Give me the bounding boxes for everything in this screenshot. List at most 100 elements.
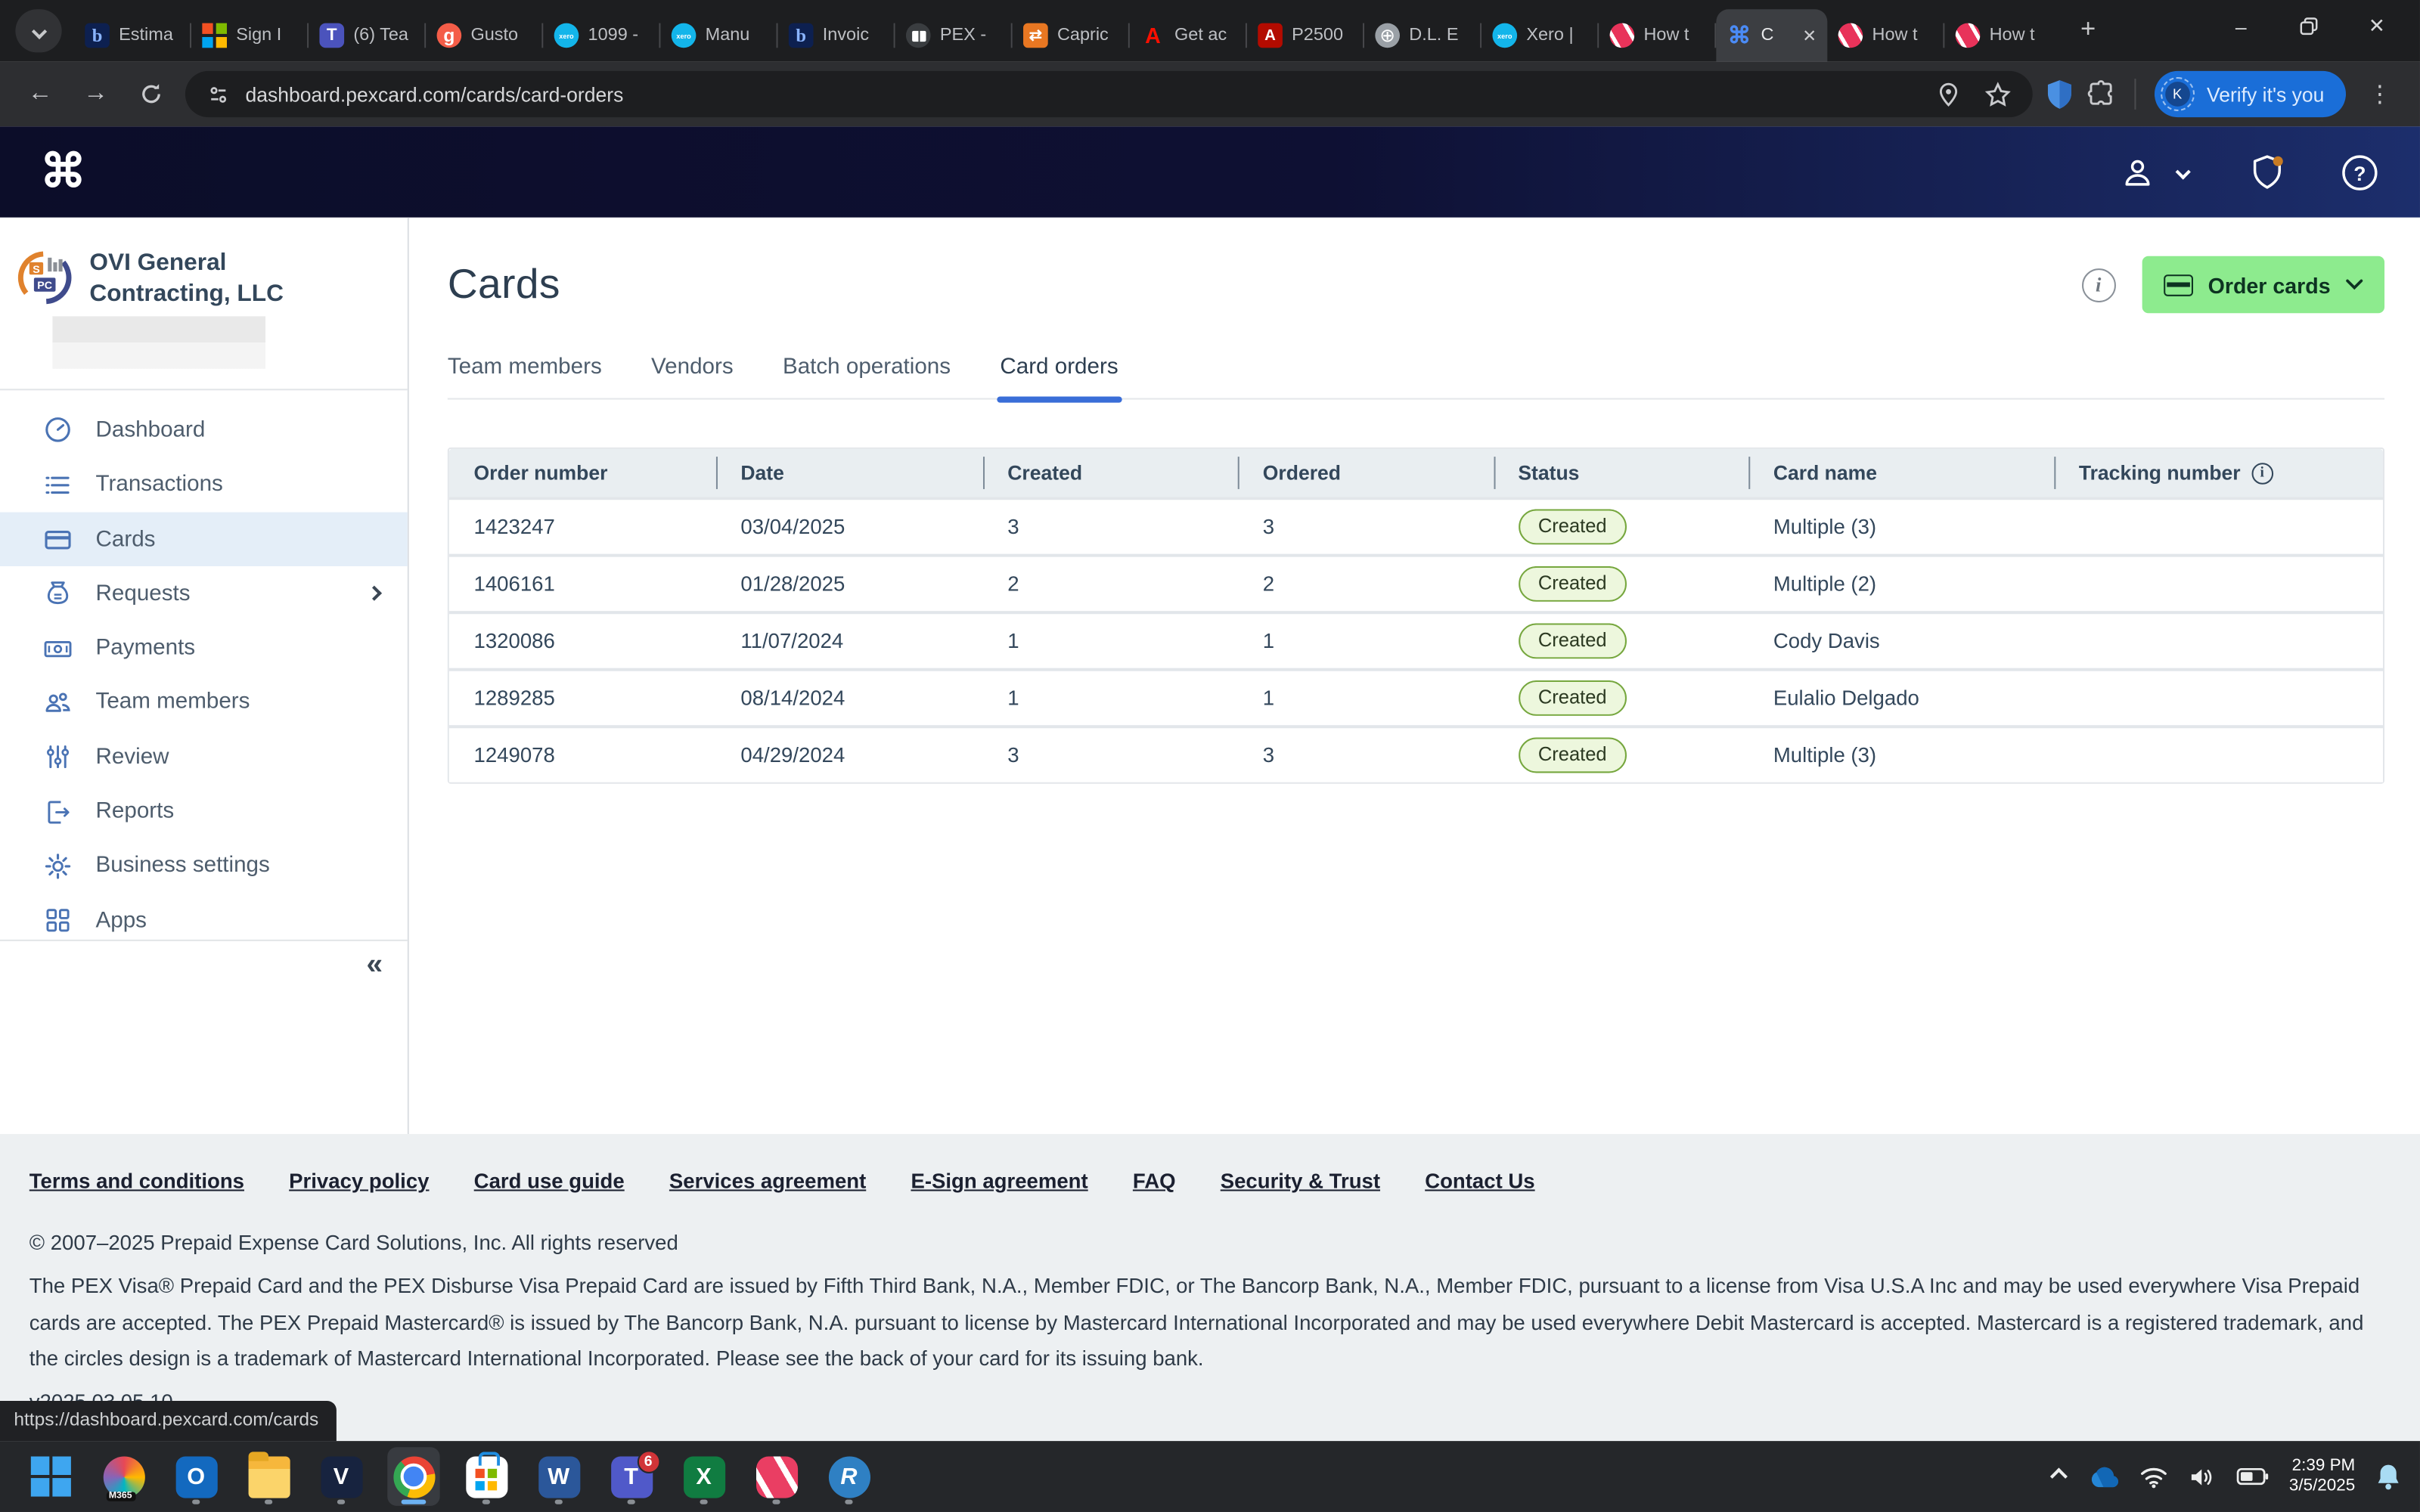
new-tab-button[interactable]: + (2068, 9, 2108, 49)
bookmark-star-icon[interactable] (1984, 81, 2011, 107)
battery-icon[interactable] (2236, 1467, 2269, 1486)
browser-tab[interactable]: Capric (1013, 9, 1130, 61)
excel-icon: X (683, 1455, 724, 1497)
table-row[interactable]: 1289285 08/14/2024 1 1 Created Eulalio D… (449, 668, 2383, 726)
browser-tab[interactable]: 1099 - (543, 9, 660, 61)
window-minimize-button[interactable]: – (2207, 0, 2275, 52)
help-button[interactable]: ? (2340, 152, 2380, 192)
taskbar-bluebeam-revu[interactable]: R (823, 1447, 875, 1506)
link-privacy[interactable]: Privacy policy (289, 1170, 429, 1193)
taskbar-excel[interactable]: X (678, 1447, 730, 1506)
chevron-right-icon (367, 586, 382, 601)
taskbar-buildertrend[interactable] (750, 1447, 802, 1506)
browser-tab[interactable]: Invoic (778, 9, 895, 61)
security-shield-button[interactable] (2247, 152, 2287, 192)
sidebar-item-team-members[interactable]: Team members (0, 675, 408, 730)
site-settings-icon[interactable] (206, 82, 230, 106)
address-bar[interactable]: dashboard.pexcard.com/cards/card-orders (185, 71, 2032, 117)
sidebar-item-review[interactable]: Review (0, 730, 408, 784)
browser-tab[interactable]: How t (1599, 9, 1716, 61)
status-badge: Created (1518, 680, 1627, 716)
sidebar-item-reports[interactable]: Reports (0, 784, 408, 838)
tray-expand-button[interactable] (2053, 1470, 2065, 1483)
sidebar-item-payments[interactable]: Payments (0, 621, 408, 675)
browser-tab[interactable]: Gusto (426, 9, 543, 61)
browser-tab[interactable]: How t (1827, 9, 1944, 61)
notification-bell-icon[interactable] (2375, 1463, 2402, 1491)
tab-team-members[interactable]: Team members (448, 355, 602, 380)
pex-logo-icon[interactable]: ⌘ (40, 149, 86, 195)
window-close-button[interactable]: ✕ (2343, 0, 2411, 52)
sidebar-collapse-button[interactable]: « (367, 949, 383, 983)
tab-vendors[interactable]: Vendors (651, 355, 734, 380)
tab-search-button[interactable] (15, 9, 61, 52)
banknote-icon (43, 634, 73, 663)
link-services-agreement[interactable]: Services agreement (669, 1170, 866, 1193)
window-restore-button[interactable] (2275, 0, 2343, 52)
taskbar-microsoft-store[interactable] (460, 1447, 512, 1506)
app-header: ⌘ ? (0, 126, 2420, 217)
tab-card-orders[interactable]: Card orders (1000, 355, 1118, 380)
browser-tab[interactable]: Xero | (1481, 9, 1599, 61)
chevron-down-icon (2176, 164, 2191, 179)
taskbar-copilot-m365[interactable]: M365 (98, 1447, 150, 1506)
sidebar-item-transactions[interactable]: Transactions (0, 457, 408, 512)
browser-tab[interactable]: (6) Tea (309, 9, 426, 61)
browser-tab[interactable]: Manu (660, 9, 777, 61)
tab-close-icon[interactable]: ✕ (1802, 26, 1817, 46)
extensions-puzzle-icon[interactable] (2086, 79, 2116, 109)
url-text: dashboard.pexcard.com/cards/card-orders (245, 82, 623, 106)
browser-tab[interactable]: Sign I (191, 9, 309, 61)
browser-tab[interactable]: Get ac (1130, 9, 1247, 61)
info-icon[interactable]: i (2251, 462, 2273, 484)
browser-tab-active[interactable]: C✕ (1716, 9, 1827, 61)
location-pin-icon[interactable] (1937, 81, 1960, 107)
link-card-use-guide[interactable]: Card use guide (474, 1170, 625, 1193)
taskbar-file-explorer[interactable] (242, 1447, 294, 1506)
taskbar-teams[interactable]: T6 (605, 1447, 657, 1506)
clock[interactable]: 2:39 PM 3/5/2025 (2289, 1455, 2355, 1497)
sidebar-item-dashboard[interactable]: Dashboard (0, 403, 408, 457)
tray-date: 3/5/2025 (2289, 1476, 2355, 1498)
order-cards-button[interactable]: Order cards (2142, 256, 2384, 314)
forward-button[interactable]: → (74, 73, 117, 116)
start-button[interactable] (25, 1447, 77, 1506)
sidebar-item-cards[interactable]: Cards (0, 512, 408, 566)
svg-text:?: ? (2353, 162, 2366, 184)
onedrive-icon[interactable] (2085, 1465, 2119, 1489)
taskbar-outlook[interactable]: O (169, 1447, 222, 1506)
teams-icon: T6 (610, 1455, 652, 1497)
browser-tab[interactable]: PEX - (895, 9, 1013, 61)
adblock-shield-icon[interactable] (2045, 78, 2074, 110)
info-icon[interactable]: i (2081, 268, 2115, 302)
wifi-icon[interactable] (2139, 1465, 2169, 1489)
table-row[interactable]: 1249078 04/29/2024 3 3 Created Multiple … (449, 725, 2383, 782)
link-security-trust[interactable]: Security & Trust (1221, 1170, 1380, 1193)
restore-icon (2300, 17, 2318, 35)
taskbar-chrome[interactable] (387, 1447, 439, 1506)
sidebar-item-business-settings[interactable]: Business settings (0, 838, 408, 893)
link-esign-agreement[interactable]: E-Sign agreement (911, 1170, 1087, 1193)
browser-tab[interactable]: P2500 (1247, 9, 1364, 61)
pex-grid-favicon (1727, 23, 1752, 48)
table-row[interactable]: 1406161 01/28/2025 2 2 Created Multiple … (449, 554, 2383, 612)
link-contact-us[interactable]: Contact Us (1425, 1170, 1534, 1193)
browser-tab[interactable]: How t (1944, 9, 2062, 61)
table-row[interactable]: 1320086 11/07/2024 1 1 Created Cody Davi… (449, 611, 2383, 668)
link-faq[interactable]: FAQ (1133, 1170, 1176, 1193)
account-menu-button[interactable] (2119, 153, 2189, 191)
back-button[interactable]: ← (18, 73, 61, 116)
verify-profile-button[interactable]: K Verify it's you (2155, 71, 2346, 117)
browser-tab[interactable]: D.L. E (1364, 9, 1481, 61)
tab-batch-operations[interactable]: Batch operations (783, 355, 951, 380)
browser-tab[interactable]: Estima (74, 9, 191, 61)
link-terms[interactable]: Terms and conditions (29, 1170, 244, 1193)
taskbar-v-app[interactable]: V (315, 1447, 367, 1506)
browser-menu-button[interactable]: ⋮ (2358, 73, 2401, 116)
volume-icon[interactable] (2189, 1465, 2217, 1489)
reload-button[interactable] (129, 73, 172, 116)
table-row[interactable]: 1423247 03/04/2025 3 3 Created Multiple … (449, 497, 2383, 554)
sidebar-item-requests[interactable]: Requests (0, 566, 408, 621)
company-header: S PC OVI General Contracting, LLC (0, 218, 408, 311)
taskbar-word[interactable]: W (532, 1447, 585, 1506)
